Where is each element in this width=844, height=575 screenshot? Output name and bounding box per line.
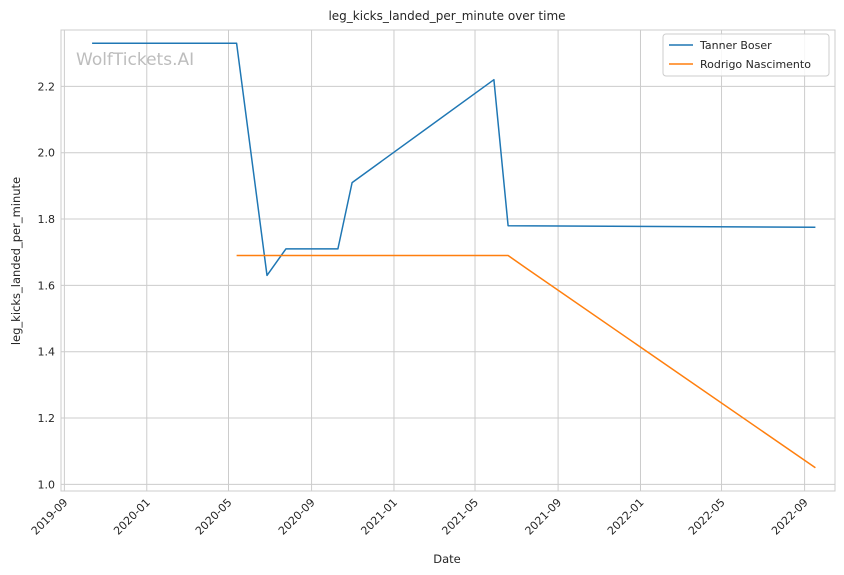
grid: [61, 30, 835, 491]
legend-label: Rodrigo Nascimento: [700, 58, 811, 71]
plot-frame: [60, 29, 836, 492]
series-line-0: [92, 42, 816, 277]
chart-title: leg_kicks_landed_per_minute over time: [328, 9, 565, 23]
y-tick-label: 2.2: [38, 80, 56, 93]
series-lines: [92, 42, 816, 469]
y-tick-label: 1.0: [38, 478, 56, 491]
series-line-1: [236, 254, 816, 469]
y-tick-label: 1.8: [38, 213, 56, 226]
x-axis-label: Date: [433, 552, 461, 566]
legend-label: Tanner Boser: [699, 39, 772, 52]
y-axis-ticks: 1.0 1.2 1.4 1.6 1.8 2.0 2.2: [38, 80, 56, 491]
legend: Tanner Boser Rodrigo Nascimento: [662, 33, 830, 77]
y-axis-label: leg_kicks_landed_per_minute: [9, 177, 23, 345]
y-tick-label: 1.6: [38, 279, 56, 292]
watermark: WolfTickets.AI: [76, 50, 194, 70]
legend-box: [662, 33, 830, 77]
y-tick-label: 1.4: [38, 346, 56, 359]
y-tick-label: 2.0: [38, 147, 56, 160]
y-tick-label: 1.2: [38, 412, 56, 425]
